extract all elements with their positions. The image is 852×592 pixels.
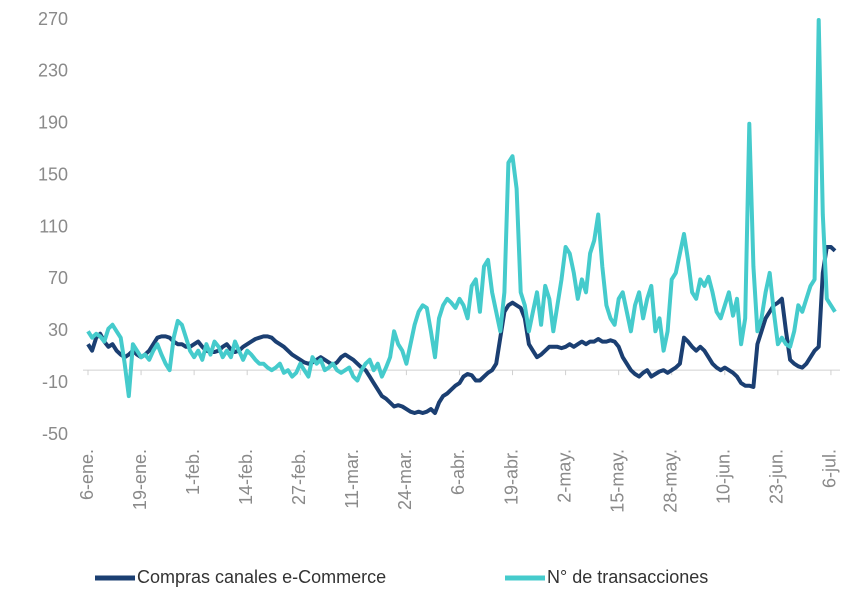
legend-label: N° de transacciones: [547, 567, 708, 587]
x-tick-label: 2-may.: [554, 449, 574, 503]
y-tick-label: 30: [48, 320, 68, 340]
x-tick-label: 14-feb.: [236, 449, 256, 505]
y-tick-label: 150: [38, 164, 68, 184]
y-tick-label: -50: [42, 424, 68, 444]
x-tick-label: 10-jun.: [714, 449, 734, 504]
x-tick-label: 6-abr.: [448, 449, 468, 495]
legend-label: Compras canales e-Commerce: [137, 567, 386, 587]
y-tick-label: 230: [38, 61, 68, 81]
x-tick-label: 1-feb.: [183, 449, 203, 495]
x-tick-label: 27-feb.: [289, 449, 309, 505]
y-tick-label: 70: [48, 268, 68, 288]
y-tick-label: 110: [39, 216, 68, 236]
series-line: [86, 245, 837, 415]
y-tick-label: 270: [38, 9, 68, 29]
x-tick-label: 19-ene.: [130, 449, 150, 510]
x-tick-label: 11-mar.: [342, 449, 362, 509]
x-tick-label: 6-ene.: [77, 449, 97, 500]
x-tick-label: 24-mar.: [395, 449, 415, 510]
x-tick-label: 6-jul.: [820, 449, 840, 488]
x-tick-label: 23-jun.: [767, 449, 787, 504]
x-tick-label: 28-may.: [660, 449, 680, 513]
x-tick-label: 15-may.: [607, 449, 627, 513]
y-tick-label: -10: [42, 372, 68, 392]
series-line: [86, 18, 837, 399]
y-tick-label: 190: [38, 113, 68, 133]
x-tick-label: 19-abr.: [501, 449, 521, 505]
